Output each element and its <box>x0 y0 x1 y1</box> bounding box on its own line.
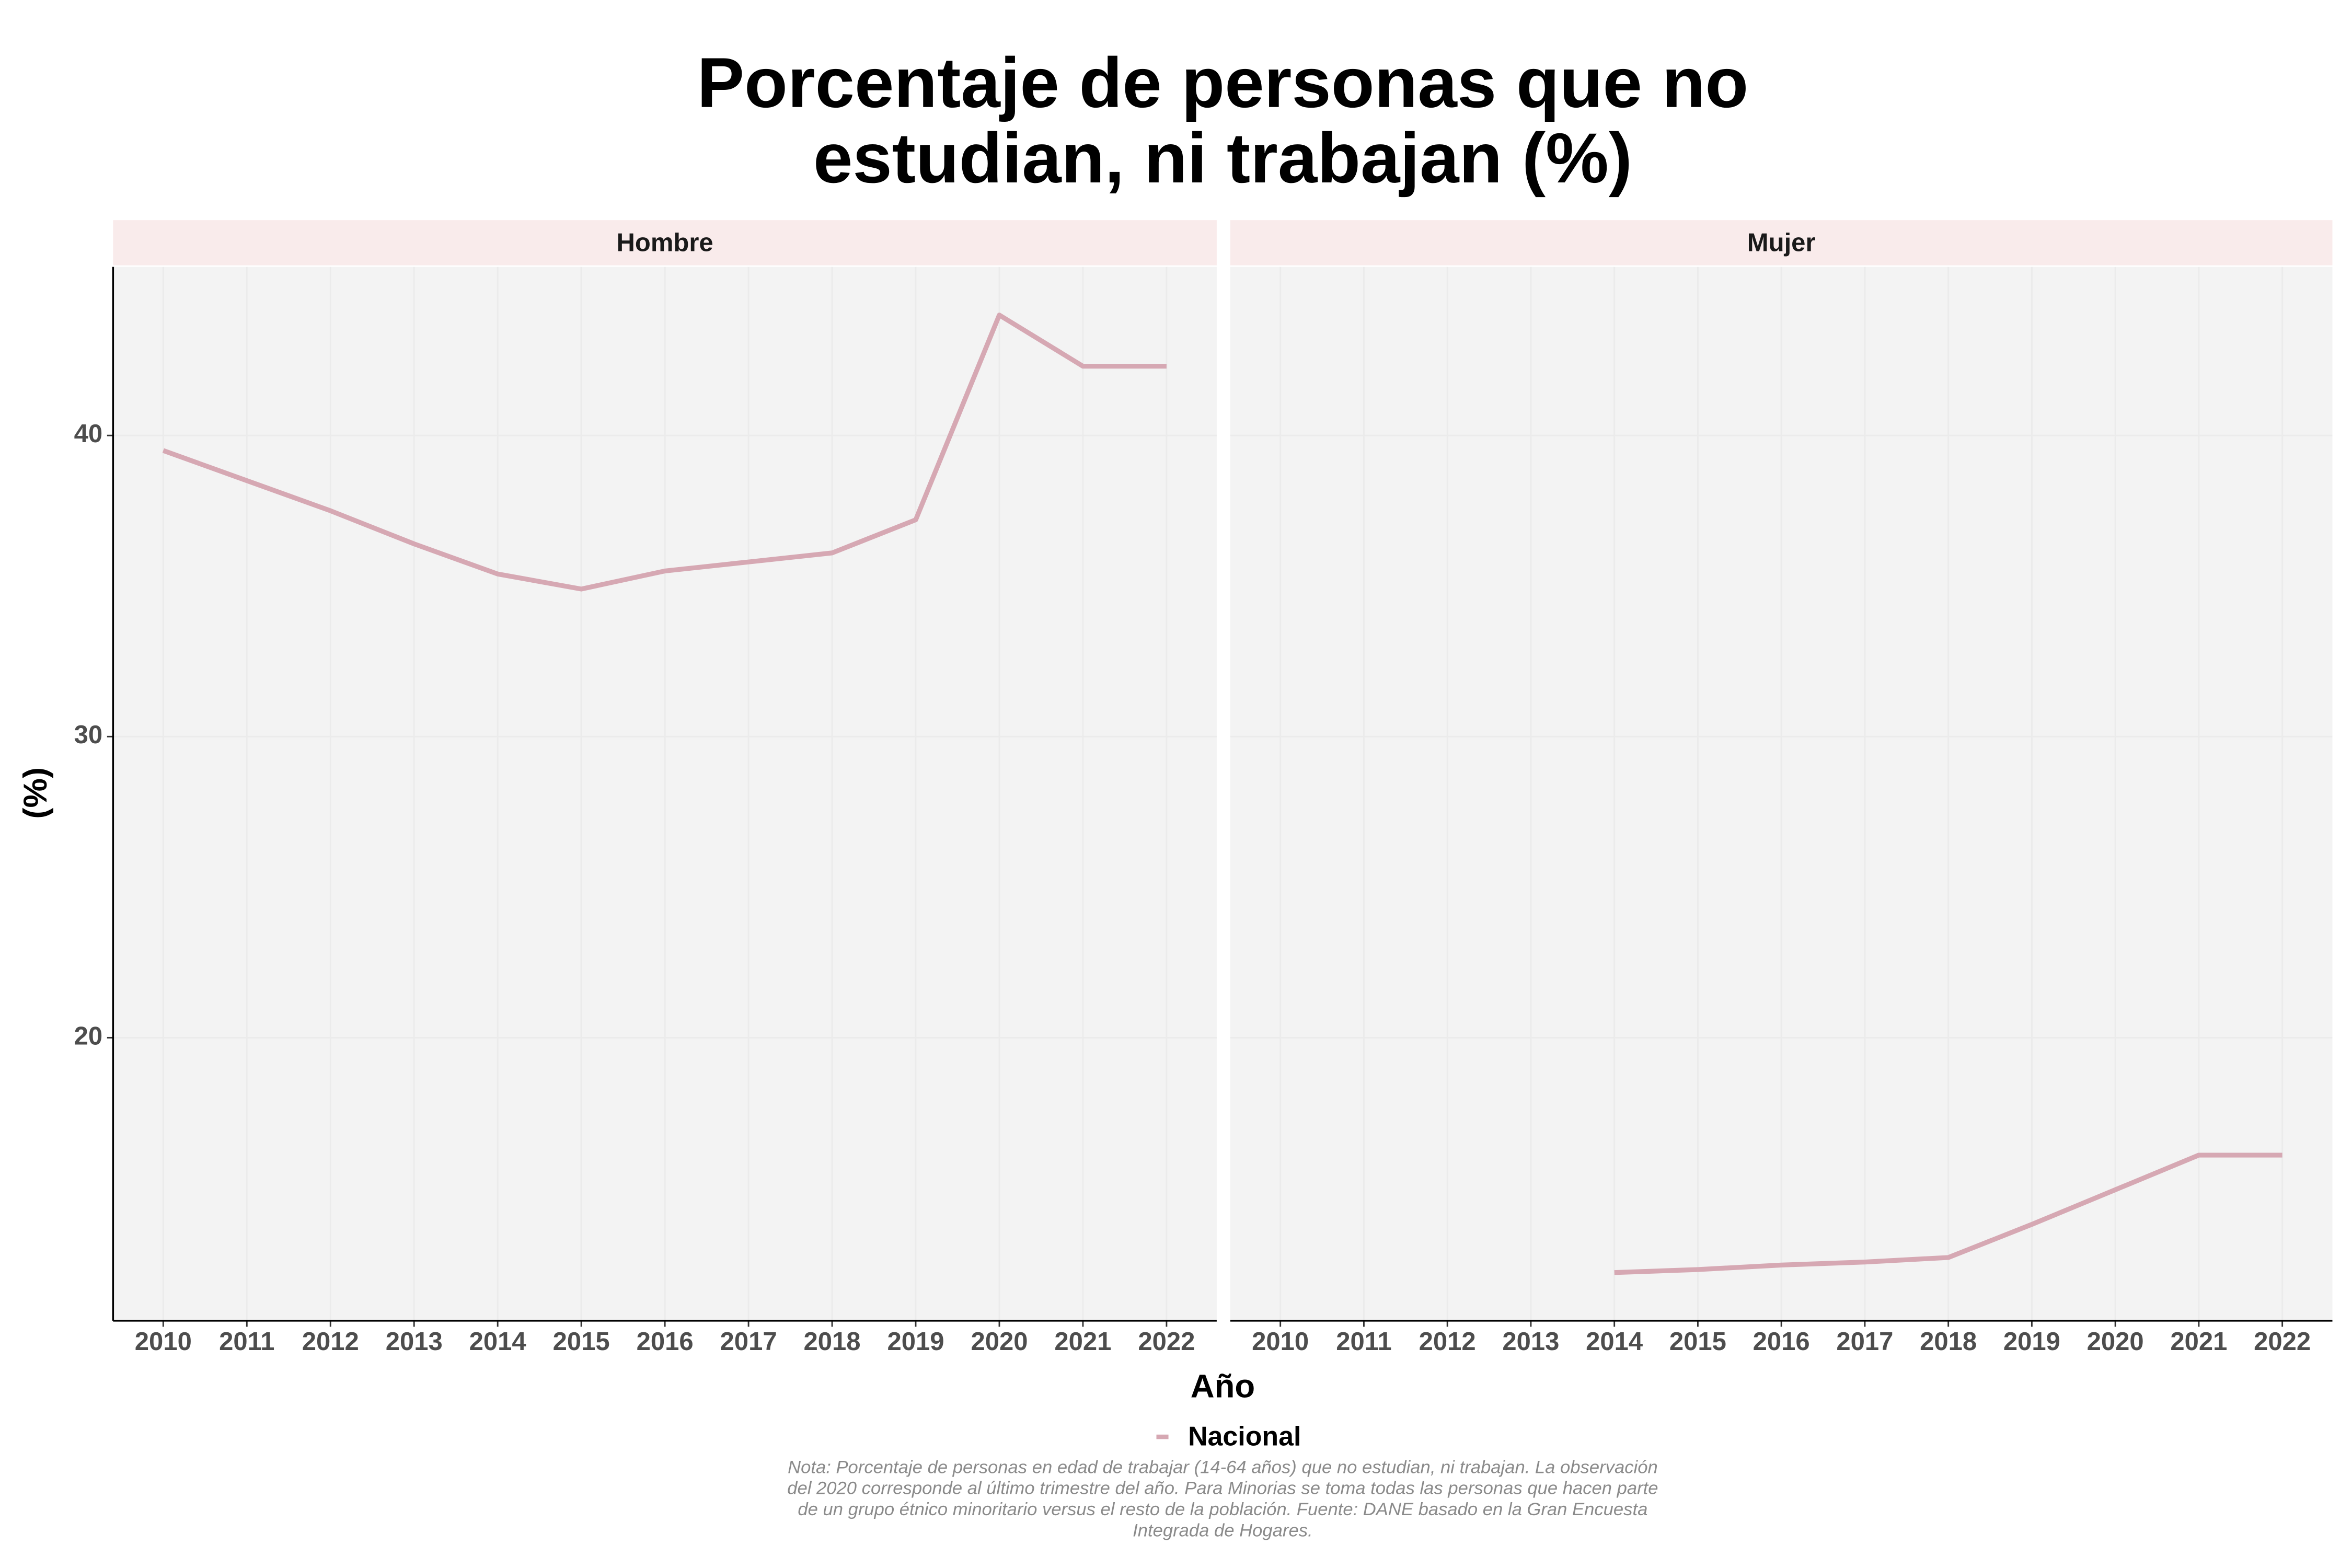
x-tick-label: 2022 <box>2254 1328 2311 1356</box>
x-tick-label: 2019 <box>887 1328 944 1356</box>
x-tick-label: 2017 <box>1836 1328 1893 1356</box>
x-tick-label: 2012 <box>302 1328 359 1356</box>
x-tick-label: 2021 <box>1054 1328 1111 1356</box>
x-tick-label: 2016 <box>1753 1328 1810 1356</box>
x-tick-label: 2015 <box>553 1328 610 1356</box>
x-tick-label: 2021 <box>2170 1328 2227 1356</box>
title-box: Porcentaje de personas que no estudian, … <box>697 45 1749 198</box>
strip <box>1230 220 2333 266</box>
x-tick-label: 2011 <box>1336 1328 1391 1356</box>
x-tick-label: 2014 <box>1586 1328 1643 1356</box>
x-tick-label: 2020 <box>971 1328 1028 1356</box>
strip-label: Hombre <box>617 228 713 257</box>
x-tick-label: 2012 <box>1419 1328 1476 1356</box>
y-axis-label: (%) <box>17 767 54 819</box>
strip <box>113 220 1217 266</box>
note-box: Nota: Porcentaje de personas en edad de … <box>787 1456 1658 1541</box>
y-tick-label: 40 <box>74 420 103 448</box>
x-tick-label: 2018 <box>1920 1328 1977 1356</box>
x-tick-label: 2016 <box>637 1328 694 1356</box>
x-tick-label: 2010 <box>135 1328 192 1356</box>
x-tick-label: 2014 <box>469 1328 526 1356</box>
line <box>162 313 1167 592</box>
x-tick-label: 2020 <box>2087 1328 2144 1356</box>
x-tick-label: 2010 <box>1252 1328 1309 1356</box>
x-axis-label: Año <box>1191 1368 1255 1404</box>
y-tick-label: 30 <box>74 721 103 749</box>
y-tick-label: 20 <box>74 1022 103 1050</box>
chart-title: Porcentaje de personas que no estudian, … <box>697 45 1749 198</box>
x-tick-label: 2022 <box>1138 1328 1195 1356</box>
x-tick-label: 2015 <box>1669 1328 1726 1356</box>
x-tick-label: 2017 <box>720 1328 777 1356</box>
line <box>1614 1152 2282 1275</box>
strip-label: Mujer <box>1747 228 1816 257</box>
legend-label: Nacional <box>1188 1422 1301 1452</box>
x-tick-label: 2019 <box>2003 1328 2060 1356</box>
x-tick-label: 2013 <box>1502 1328 1559 1356</box>
x-tick-label: 2011 <box>219 1328 274 1356</box>
note: Nota: Porcentaje de personas en edad de … <box>787 1456 1658 1541</box>
x-tick-label: 2013 <box>386 1328 443 1356</box>
x-tick-label: 2018 <box>804 1328 861 1356</box>
